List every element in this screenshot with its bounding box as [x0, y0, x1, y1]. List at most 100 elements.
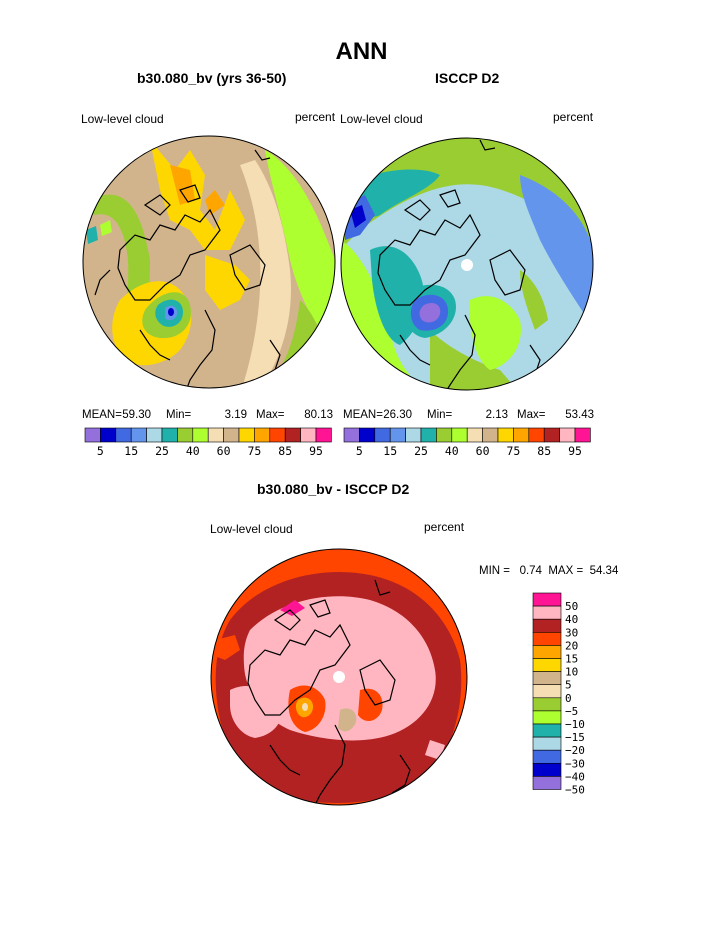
obs-min-value: 2.13 — [486, 409, 508, 421]
obs-colorbar-swatch — [436, 427, 453, 443]
obs-mean-value: 26.30 — [383, 409, 412, 421]
obs-colorbar-swatch — [405, 427, 422, 443]
obs-colorbar-swatch — [513, 427, 530, 443]
model-colorbar-swatch — [269, 427, 286, 443]
model-colorbar-tick-label: 40 — [186, 444, 200, 458]
diff-colorbar-swatch — [532, 658, 562, 672]
obs-colorbar-swatch — [497, 427, 514, 443]
diff-colorbar-tick-label: −10 — [565, 718, 585, 731]
diff-colorbar-swatch — [532, 710, 562, 725]
diff-variable-label: Low-level cloud — [210, 522, 293, 536]
obs-polar-map — [340, 137, 594, 391]
model-colorbar-tick-label: 60 — [217, 444, 231, 458]
diff-colorbar-swatch — [532, 631, 562, 646]
model-colorbar-swatch — [315, 427, 332, 443]
diff-colorbar-tick-label: −20 — [565, 744, 585, 757]
obs-colorbar-tick-label: 60 — [476, 444, 490, 458]
obs-panel-heading: ISCCP D2 — [435, 70, 500, 86]
diff-colorbar-tick-label: 0 — [565, 692, 572, 705]
model-variable-label: Low-level cloud — [81, 112, 164, 126]
model-colorbar-swatch — [207, 427, 224, 443]
diff-colorbar-tick-label: 15 — [565, 653, 578, 666]
obs-colorbar-swatch — [343, 427, 360, 443]
diff-colorbar-swatch — [532, 618, 562, 633]
diff-colorbar-tick-label: 30 — [565, 626, 578, 639]
obs-colorbar-tick-label: 5 — [356, 444, 363, 458]
diff-colorbar-tick-label: −40 — [565, 770, 585, 783]
model-max-value: 80.13 — [304, 409, 333, 421]
diff-colorbar-tick-label: −15 — [565, 731, 585, 744]
obs-colorbar-swatch — [420, 427, 437, 443]
model-colorbar-swatch — [192, 427, 209, 443]
diff-colorbar-swatch — [532, 697, 562, 712]
obs-colorbar-tick-label: 40 — [445, 444, 459, 458]
obs-max-label: Max= — [517, 409, 546, 421]
model-min-value: 3.19 — [225, 409, 247, 421]
obs-colorbar-swatch — [543, 427, 560, 443]
obs-colorbar-swatch — [528, 427, 545, 443]
model-colorbar-swatch — [84, 427, 101, 443]
obs-colorbar-swatch — [466, 427, 483, 443]
model-colorbar-swatch — [161, 427, 178, 443]
model-colorbar-swatch — [223, 427, 240, 443]
obs-colorbar-swatch — [482, 427, 499, 443]
model-colorbar-swatch — [130, 427, 147, 443]
model-panel-heading: b30.080_bv (yrs 36-50) — [137, 70, 287, 86]
diff-colorbar-swatch — [532, 736, 562, 751]
diff-colorbar-tick-label: 20 — [565, 639, 578, 652]
model-mean-label: MEAN= — [82, 409, 122, 421]
obs-mean-label: MEAN= — [343, 409, 383, 421]
model-colorbar-swatch — [146, 427, 163, 443]
model-colorbar-swatch — [254, 427, 271, 443]
obs-colorbar-tick-label: 25 — [414, 444, 428, 458]
obs-colorbar-swatch — [389, 427, 406, 443]
diff-panel-heading: b30.080_bv - ISCCP D2 — [257, 481, 410, 497]
model-colorbar-swatch — [284, 427, 301, 443]
obs-colorbar-tick-label: 95 — [568, 444, 582, 458]
obs-colorbar-swatch — [451, 427, 468, 443]
diff-colorbar-tick-label: −30 — [565, 757, 585, 770]
model-colorbar-swatch — [238, 427, 255, 443]
diff-colorbar-swatch — [532, 684, 562, 699]
figure-title: ANN — [335, 38, 388, 65]
diff-colorbar-tick-label: 10 — [565, 666, 578, 679]
model-colorbar-tick-label: 5 — [97, 444, 104, 458]
obs-colorbar-tick-label: 85 — [537, 444, 551, 458]
diff-colorbar-swatch — [532, 762, 562, 777]
diff-colorbar-swatch — [532, 671, 562, 685]
obs-variable-label: Low-level cloud — [340, 112, 423, 126]
diff-colorbar-swatch — [532, 592, 562, 607]
diff-colorbar-swatch — [532, 776, 562, 790]
model-colorbar-swatch — [100, 427, 117, 443]
obs-units-label: percent — [553, 110, 594, 124]
diff-colorbar-swatch — [532, 645, 562, 659]
diff-colorbar-swatch — [532, 723, 562, 738]
model-polar-map — [82, 135, 336, 389]
obs-colorbar-swatch — [374, 427, 391, 443]
model-colorbar-tick-label: 25 — [155, 444, 169, 458]
diff-colorbar-swatch — [532, 605, 562, 620]
model-mean-value: 59.30 — [122, 409, 151, 421]
diff-colorbar-tick-label: −50 — [565, 784, 585, 797]
obs-colorbar-tick-label: 15 — [383, 444, 397, 458]
diff-colorbar-tick-label: 40 — [565, 613, 578, 626]
model-colorbar-swatch — [115, 427, 132, 443]
obs-colorbar-tick-label: 75 — [506, 444, 520, 458]
model-colorbar-tick-label: 15 — [124, 444, 138, 458]
model-min-label: Min= — [166, 409, 192, 421]
obs-max-value: 53.43 — [565, 409, 594, 421]
obs-min-label: Min= — [427, 409, 453, 421]
model-colorbar-swatch — [177, 427, 194, 443]
diff-minmax-text: MIN = 0.74 MAX = 54.34 — [479, 565, 619, 577]
model-colorbar-tick-label: 75 — [247, 444, 261, 458]
obs-colorbar-swatch — [359, 427, 376, 443]
model-colorbar: 5 15 25 40 60 75 85 95 — [84, 427, 332, 458]
model-colorbar-tick-label: 85 — [278, 444, 292, 458]
model-max-label: Max= — [256, 409, 285, 421]
diff-colorbar-swatch — [532, 749, 562, 764]
diff-colorbar-tick-label: 50 — [565, 600, 578, 613]
model-colorbar-tick-label: 95 — [309, 444, 323, 458]
diff-colorbar-tick-label: −5 — [565, 705, 578, 718]
obs-colorbar-swatch — [559, 427, 576, 443]
